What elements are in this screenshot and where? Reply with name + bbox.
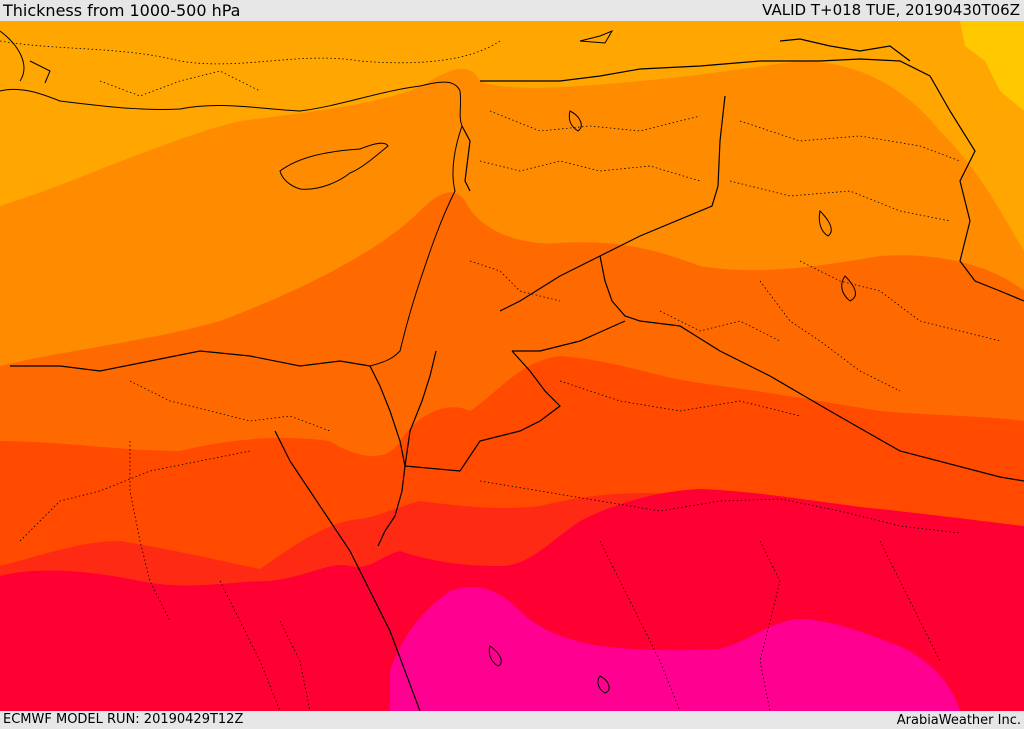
- cyprus-coast: [279, 142, 389, 190]
- credit-label: ArabiaWeather Inc.: [896, 713, 1021, 728]
- province-borders: [0, 40, 1001, 711]
- thickness-band-8: [960, 21, 1024, 111]
- thickness-band-7: [390, 587, 960, 711]
- thickness-map: [0, 21, 1024, 711]
- valid-time: VALID T+018 TUE, 20190430T06Z: [762, 1, 1020, 19]
- model-run: ECMWF MODEL RUN: 20190429T12Z: [3, 712, 244, 727]
- map-footer: ECMWF MODEL RUN: 20190429T12Z ArabiaWeat…: [0, 711, 1024, 729]
- map-header: Thickness from 1000-500 hPa VALID T+018 …: [0, 0, 1024, 21]
- map-title: Thickness from 1000-500 hPa: [3, 1, 241, 20]
- coastlines: [0, 29, 856, 694]
- country-borders: [10, 38, 1024, 711]
